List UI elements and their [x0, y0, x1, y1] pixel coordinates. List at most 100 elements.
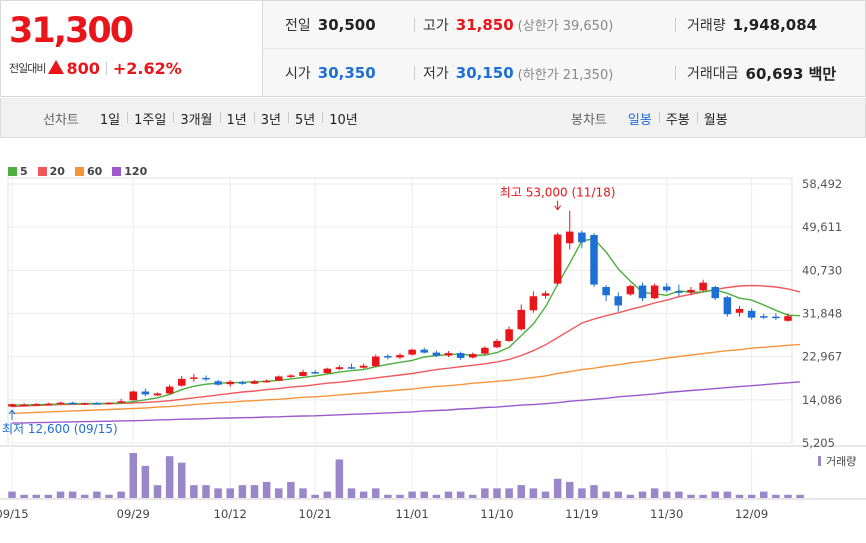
chart-toolbar: 선차트 1일 1주일 3개월 1년 3년 5년 10년 봉차트 일봉 주봉 월봉	[0, 98, 866, 138]
volume-bar	[638, 491, 647, 498]
volume-bar	[772, 494, 780, 498]
candle-chart-group: 봉차트 일봉 주봉 월봉	[571, 98, 735, 138]
volume-bar	[202, 485, 210, 498]
y-tick-label: 40,730	[802, 263, 842, 277]
candle-body	[493, 340, 501, 348]
volume-bar	[590, 485, 598, 498]
volume-bar	[444, 491, 453, 498]
x-tick-label: 09/15	[0, 507, 29, 521]
volume-bar	[432, 494, 441, 498]
volume-bar	[177, 462, 186, 498]
candle-body	[371, 356, 380, 367]
period-10y-button[interactable]: 10년	[322, 109, 365, 128]
volume-bar	[20, 494, 28, 498]
candle-body	[105, 402, 113, 405]
line-chart-group: 선차트 1일 1주일 3개월 1년 3년 5년 10년	[43, 98, 365, 138]
period-3m-button[interactable]: 3개월	[173, 109, 219, 128]
price-diff: 800	[66, 58, 100, 78]
candle-body	[662, 286, 671, 291]
divider	[105, 61, 107, 75]
volume-bar	[468, 494, 477, 498]
high-arrow-head	[554, 205, 562, 211]
ma5-line	[11, 238, 801, 406]
period-1d-button[interactable]: 1일	[99, 112, 121, 128]
candle-body	[638, 285, 647, 299]
candle-body	[384, 356, 392, 358]
candle-body	[687, 289, 695, 293]
y-tick-label: 58,492	[802, 177, 842, 191]
period-3y-button[interactable]: 3년	[253, 109, 288, 128]
candle-body	[287, 375, 295, 377]
volume-bar	[529, 488, 538, 498]
volume-bar	[541, 491, 550, 498]
candle-body	[396, 355, 404, 358]
candle-body	[675, 291, 683, 293]
candle-body	[335, 367, 344, 370]
candle-body	[723, 297, 732, 315]
volume-bar	[384, 494, 392, 498]
open-label: 시가	[285, 66, 311, 82]
candle-body	[432, 352, 441, 356]
volume-bar	[784, 494, 792, 498]
low-cell: 저가 30,150 (하한가 21,350)	[423, 63, 613, 83]
candle-body	[238, 382, 247, 384]
legend-ma20-label: 20	[49, 165, 65, 178]
volume-bar	[687, 494, 695, 498]
amount-cell: 거래대금 60,693 백만	[687, 63, 836, 83]
volume-bar	[323, 491, 332, 498]
daily-candle-button[interactable]: 일봉	[627, 112, 652, 128]
candle-body	[56, 402, 65, 405]
candle-body	[747, 310, 756, 318]
volume-bar	[129, 453, 138, 498]
price-panel: 31,300 전일대비 800 +2.62%	[0, 0, 262, 97]
candle-body	[614, 296, 623, 306]
volume-bar	[226, 488, 235, 498]
ma120-line	[11, 381, 801, 424]
high-value: 31,850	[455, 15, 514, 34]
volume-bar	[287, 481, 295, 498]
volume-bar	[662, 491, 671, 498]
candle-body	[735, 308, 744, 313]
candle-body	[481, 347, 489, 354]
volume-bar	[347, 488, 356, 498]
monthly-candle-button[interactable]: 월봉	[696, 109, 735, 128]
candle-body	[505, 329, 513, 341]
volume-bar	[602, 491, 610, 498]
change-rate: +2.62%	[112, 58, 182, 78]
low-value: 30,150	[455, 64, 514, 82]
volume-bar	[274, 488, 283, 498]
volume-bar	[359, 491, 368, 498]
amount-value: 60,693 백만	[745, 64, 837, 83]
legend-ma5-label: 5	[20, 165, 28, 178]
period-5y-button[interactable]: 5년	[288, 109, 322, 128]
legend-ma60: 60	[74, 165, 102, 178]
prev-close-cell: 전일 30,500	[285, 15, 376, 35]
candle-body	[553, 234, 562, 284]
divider	[675, 18, 676, 32]
candle-body	[541, 293, 550, 296]
volume-bar	[759, 491, 768, 498]
candle-body	[8, 404, 16, 407]
volume-bar	[32, 494, 41, 498]
candle-body	[759, 316, 768, 318]
up-triangle-icon	[48, 60, 65, 74]
candle-body	[80, 403, 89, 405]
candle-body	[141, 391, 150, 395]
candle-body	[177, 378, 186, 386]
ma-legend: 5 20 60 120	[8, 165, 157, 178]
weekly-candle-button[interactable]: 주봉	[658, 109, 697, 128]
candle-body	[444, 353, 453, 356]
period-1w-button[interactable]: 1주일	[127, 109, 173, 128]
candle-body	[420, 349, 429, 353]
legend-ma5: 5	[8, 165, 28, 178]
period-1y-button[interactable]: 1년	[219, 109, 254, 128]
volume-bar	[578, 488, 586, 498]
volume-bar	[517, 485, 526, 498]
volume-bar	[238, 485, 247, 498]
volume-bar	[214, 488, 222, 498]
volume-bar	[117, 491, 125, 498]
amount-label: 거래대금	[687, 66, 739, 82]
candle-body	[784, 316, 792, 321]
volume-bar	[420, 491, 429, 498]
